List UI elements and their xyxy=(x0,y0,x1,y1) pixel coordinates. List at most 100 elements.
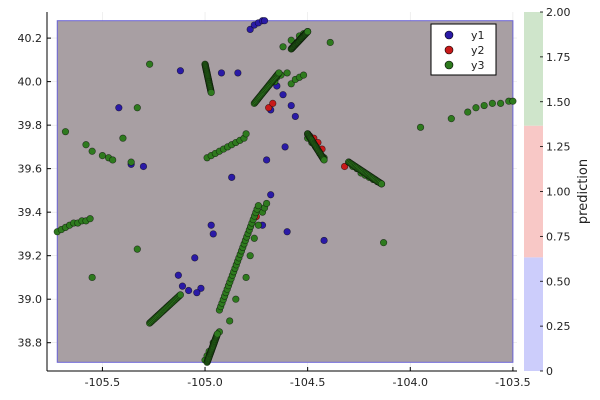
y-tick-label: 39.6 xyxy=(18,163,43,176)
colorbar-label: prediction xyxy=(576,159,591,224)
point-y3 xyxy=(263,199,271,208)
point-y3 xyxy=(480,101,488,110)
legend-label-y3: y3 xyxy=(471,59,485,72)
y-tick-label: 39.4 xyxy=(18,206,43,219)
legend: y1 y2 y3 xyxy=(430,23,497,76)
point-y3 xyxy=(379,239,388,247)
point-y1 xyxy=(291,112,299,121)
colorbar-tick-label: 1.25 xyxy=(546,141,571,154)
point-y3 xyxy=(242,130,250,138)
point-y3 xyxy=(283,69,291,77)
legend-marker-y2 xyxy=(444,45,454,55)
x-tick-label: -103.5 xyxy=(495,376,530,389)
point-y3 xyxy=(133,104,141,112)
x-tick-label: -104.5 xyxy=(290,376,325,389)
x-axis-ticks: -105.5 -105.0 -104.5 -104.0 -103.5 xyxy=(85,367,531,389)
point-y3 xyxy=(242,273,250,282)
point-y3 xyxy=(86,215,94,223)
point-y3 xyxy=(447,115,455,123)
point-y3 xyxy=(176,291,185,299)
point-y3 xyxy=(213,330,221,338)
point-y3 xyxy=(299,71,308,79)
y-tick-label: 39.2 xyxy=(18,250,43,263)
x-tick-label: -105.5 xyxy=(85,376,120,389)
point-y3 xyxy=(226,317,234,325)
point-y1 xyxy=(193,289,201,297)
point-y3 xyxy=(61,128,70,136)
y-axis-ticks: 38.8 39.0 39.2 39.4 39.6 39.8 40.0 40.2 xyxy=(18,32,51,350)
point-y1 xyxy=(287,101,295,110)
legend-label-y1: y1 xyxy=(471,29,485,42)
point-y3 xyxy=(326,38,334,47)
point-y3 xyxy=(488,99,496,107)
legend-label-y2: y2 xyxy=(471,44,485,57)
point-y1 xyxy=(139,162,148,171)
point-y1 xyxy=(197,284,205,292)
point-y1 xyxy=(191,254,199,262)
point-y1 xyxy=(178,282,187,290)
point-y1 xyxy=(246,25,254,34)
point-y1 xyxy=(228,173,236,181)
colorbar-tick-label: 1.50 xyxy=(546,96,571,109)
point-y3 xyxy=(496,99,505,107)
point-y3 xyxy=(416,123,425,131)
point-y3 xyxy=(246,252,254,260)
point-y1 xyxy=(234,69,242,77)
point-y1 xyxy=(209,230,217,238)
colorbar-band xyxy=(524,125,543,258)
legend-box xyxy=(430,23,497,76)
data-points xyxy=(53,17,517,366)
colorbar-band xyxy=(524,12,543,126)
region-rect xyxy=(56,20,514,363)
point-y1 xyxy=(185,286,193,295)
point-y3 xyxy=(250,234,258,242)
point-y3 xyxy=(287,80,295,88)
point-y3 xyxy=(207,88,215,97)
point-y2 xyxy=(265,104,273,112)
point-y1 xyxy=(260,17,269,25)
point-y1 xyxy=(281,143,289,151)
x-tick-label: -104.0 xyxy=(393,376,428,389)
background-region xyxy=(56,20,514,363)
point-y3 xyxy=(472,104,480,112)
point-y1 xyxy=(174,271,182,279)
point-y1 xyxy=(283,228,291,236)
point-y3 xyxy=(133,245,141,253)
y-tick-label: 38.8 xyxy=(18,337,43,350)
colorbar-tick-label: 0.75 xyxy=(546,230,571,243)
legend-marker-y1 xyxy=(444,30,454,40)
colorbar-tick-label: 0 xyxy=(546,365,553,378)
point-y3 xyxy=(254,221,262,229)
point-y3 xyxy=(88,147,96,155)
point-y1 xyxy=(279,91,287,99)
point-y3 xyxy=(146,60,154,68)
legend-marker-y3 xyxy=(444,60,454,70)
point-y1 xyxy=(176,67,185,75)
point-y1 xyxy=(115,104,123,112)
y-tick-label: 40.2 xyxy=(18,32,43,45)
point-y3 xyxy=(127,158,135,166)
x-tick-label: -105.0 xyxy=(187,376,222,389)
point-y3 xyxy=(254,202,262,210)
point-y3 xyxy=(279,43,287,51)
point-y3 xyxy=(464,108,472,116)
colorbar-tick-label: 0.50 xyxy=(546,275,571,288)
axes xyxy=(46,12,517,372)
point-y3 xyxy=(232,295,240,303)
point-y3 xyxy=(98,152,107,160)
y-tick-label: 40.0 xyxy=(18,76,43,89)
point-y1 xyxy=(267,191,275,199)
y-tick-label: 39.0 xyxy=(18,293,43,306)
point-y3 xyxy=(109,156,117,164)
colorbar-band xyxy=(524,257,543,371)
point-y3 xyxy=(320,156,328,164)
point-y3 xyxy=(377,180,386,188)
point-y3 xyxy=(119,134,127,142)
point-y2 xyxy=(340,162,349,171)
colorbar: 0 0.25 0.50 0.75 1.00 1.25 1.50 1.75 2.00 predict… xyxy=(524,6,591,378)
colorbar-tick-label: 1.75 xyxy=(546,51,571,64)
point-y1 xyxy=(320,236,328,245)
point-y1 xyxy=(207,221,215,229)
colorbar-tick-label: 0.25 xyxy=(546,320,571,333)
